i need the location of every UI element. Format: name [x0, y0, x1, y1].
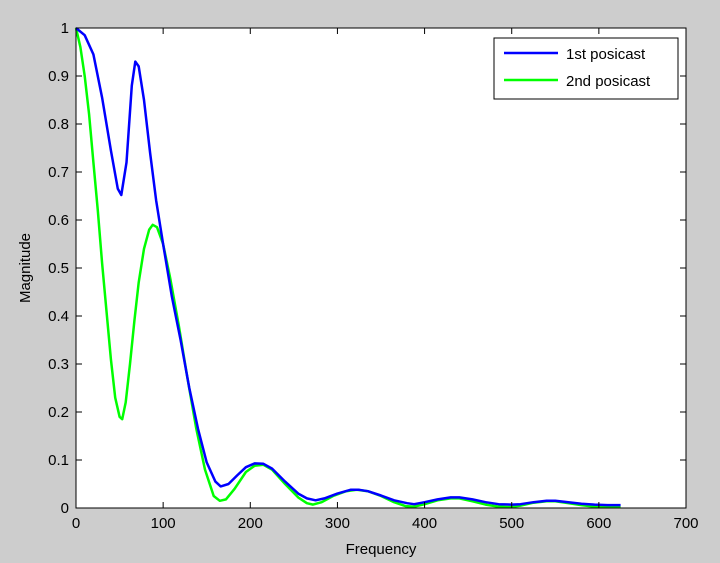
y-tick-label: 0.7	[48, 164, 69, 181]
series-line-1st-posicast	[75, 27, 621, 507]
x-tick-label: 200	[238, 515, 263, 532]
x-axis-ticks: 0 100 200 300 400 500 600 700	[72, 28, 699, 532]
legend-label-1st-posicast: 1st posicast	[566, 46, 646, 63]
x-tick-label: 300	[325, 515, 350, 532]
series-lines	[74, 27, 621, 509]
y-tick-label: 0.3	[48, 356, 69, 373]
x-axis-label: Frequency	[346, 541, 417, 558]
x-tick-label: 500	[499, 515, 524, 532]
y-tick-label: 0.9	[48, 68, 69, 85]
y-tick-label: 0.8	[48, 116, 69, 133]
x-tick-label: 0	[72, 515, 80, 532]
legend: 1st posicast 2nd posicast	[493, 37, 679, 100]
y-tick-label: 0.2	[48, 404, 69, 421]
y-tick-label: 0.4	[48, 308, 69, 325]
x-tick-label: 600	[586, 515, 611, 532]
y-tick-label: 0.5	[48, 260, 69, 277]
legend-box	[493, 37, 679, 100]
y-axis-label: Magnitude	[17, 233, 34, 303]
series-line-2nd-posicast	[74, 27, 621, 509]
y-tick-label: 0.1	[48, 452, 69, 469]
x-tick-label: 400	[412, 515, 437, 532]
y-tick-label: 1	[61, 20, 69, 37]
x-tick-label: 100	[151, 515, 176, 532]
y-tick-label: 0.6	[48, 212, 69, 229]
plot-area	[76, 28, 686, 508]
y-axis-ticks: 0 0.1 0.2 0.3 0.4 0.5 0.6 0.7 0.8 0.9 1	[48, 20, 686, 517]
x-tick-label: 700	[673, 515, 698, 532]
legend-label-2nd-posicast: 2nd posicast	[566, 73, 651, 90]
y-tick-label: 0	[61, 500, 69, 517]
